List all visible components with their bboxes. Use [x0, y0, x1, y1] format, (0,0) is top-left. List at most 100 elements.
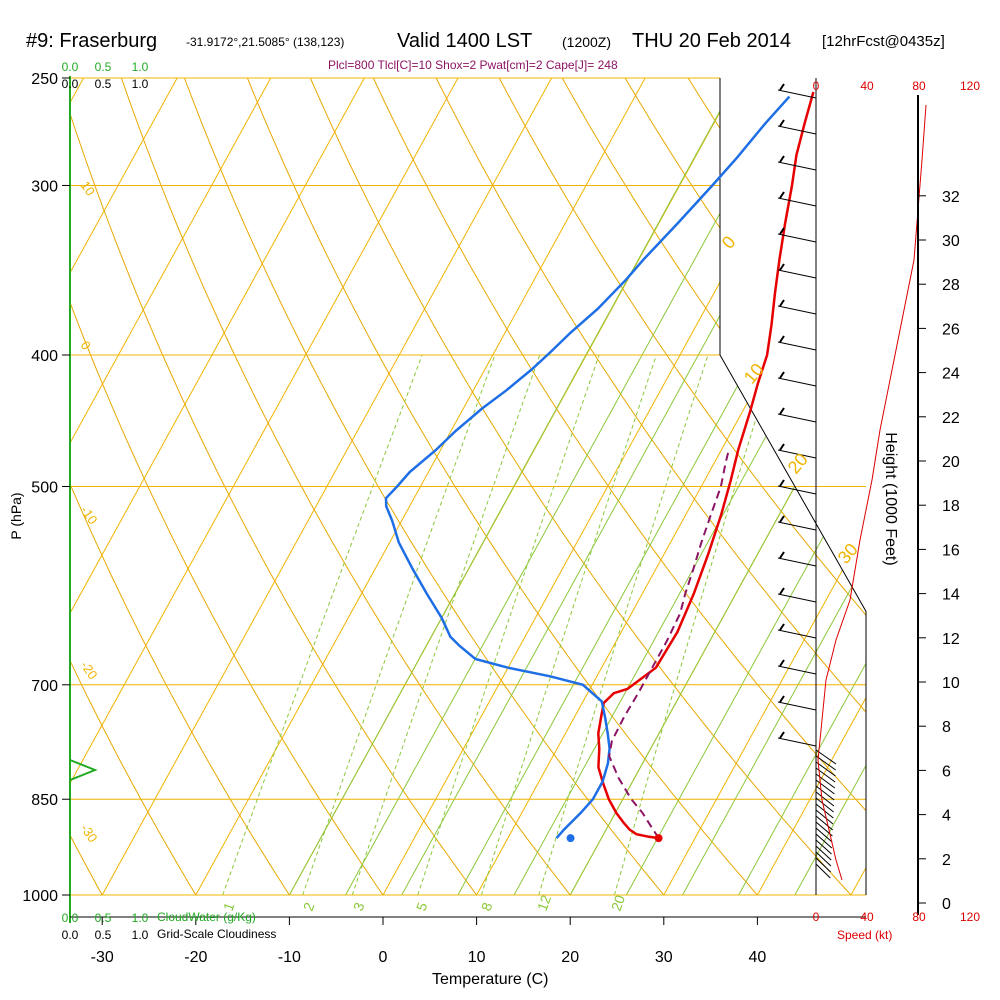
wind-barb	[815, 815, 834, 831]
wind-barb	[815, 773, 836, 789]
mixing-ratio-line	[351, 354, 541, 895]
moist-adiabat	[497, 78, 866, 895]
isotherm-label: -10	[78, 503, 101, 527]
isotherm-label: -20	[78, 658, 101, 682]
dry-adiabat-label: 30	[834, 539, 862, 567]
parcel-line	[608, 449, 730, 839]
wind-barb	[815, 839, 832, 855]
moist-adiabat	[329, 78, 866, 895]
dry-adiabat	[70, 78, 404, 895]
height-tick-label: 22	[942, 410, 960, 427]
isotherm-line	[366, 78, 866, 895]
dry-adiabat	[256, 78, 866, 895]
isotherm-label: 10	[78, 178, 99, 198]
wind-barbs	[777, 78, 927, 895]
wind-barb	[777, 593, 817, 603]
cloudiness-scale-label: 1.0	[132, 77, 149, 91]
mixing-ratio-line	[480, 354, 657, 895]
wind-barb	[777, 521, 817, 531]
wind-barb	[777, 413, 817, 423]
speed-tick-label-bottom: 80	[912, 910, 926, 924]
wind-barb	[815, 827, 833, 843]
wind-barb-flag	[779, 479, 785, 487]
x-axis-title: Temperature (C)	[432, 971, 549, 988]
cloudwater-scale-label: 0.5	[95, 911, 112, 925]
cloudiness-scale-label: 0.0	[62, 928, 79, 942]
cloudwater-scale-label: 0.0	[62, 60, 79, 74]
height-tick-label: 8	[942, 719, 951, 736]
parcel-indices: Plcl=800 Tlcl[C]=10 Shox=2 Pwat[cm]=2 Ca…	[328, 58, 618, 72]
wind-barb	[815, 863, 831, 879]
dry-adiabat	[70, 78, 499, 895]
mixing-ratio-label: 3	[350, 900, 368, 913]
cloudwater-label: CloudWater (g/Kg)	[157, 910, 256, 924]
speed-tick-label-top: 0	[813, 79, 820, 93]
wind-barb	[777, 377, 817, 387]
wind-barb	[815, 809, 834, 825]
wind-barb-flag	[779, 443, 785, 451]
pressure-tick-label: 250	[31, 71, 58, 88]
surface-temperature-marker	[654, 834, 663, 843]
speed-tick-label-bottom: 120	[960, 910, 980, 924]
pressure-tick-label: 500	[31, 480, 58, 497]
isotherm-line	[70, 78, 531, 895]
dry-adiabat	[138, 78, 689, 895]
wind-barb	[777, 89, 817, 99]
wind-barb	[777, 557, 817, 567]
height-tick-label: 32	[942, 189, 960, 206]
height-tick-label: 16	[942, 542, 960, 559]
zulu-time: (1200Z)	[562, 34, 612, 50]
mixing-ratio-label: 12	[534, 893, 554, 913]
surface-dewpoint-marker	[566, 834, 575, 843]
dry-adiabat	[315, 78, 866, 895]
speed-tick-label-top: 120	[960, 79, 980, 93]
moist-adiabat	[722, 78, 866, 895]
wind-barb	[815, 779, 835, 795]
cloudwater-marker	[69, 758, 98, 782]
dry-adiabat	[551, 78, 866, 895]
wind-barb	[815, 749, 837, 765]
isotherm-line	[647, 78, 866, 895]
dry-adiabat-label: 0	[718, 232, 740, 253]
temperature-tick-label: 10	[468, 949, 486, 966]
wind-barb-flag	[779, 191, 785, 199]
wind-barb-flag	[779, 515, 785, 523]
pressure-tick-label: 300	[31, 178, 58, 195]
wind-speed-curve	[817, 104, 927, 881]
temperature-tick-label: 30	[655, 949, 673, 966]
dry-adiabat	[966, 0, 1000, 924]
isotherm-line	[70, 78, 250, 895]
isotherm-label: -30	[78, 821, 101, 845]
forecast-label: [12hrFcst@0435z]	[822, 33, 945, 50]
height-tick-label: 14	[942, 587, 960, 604]
height-tick-label: 4	[942, 808, 951, 825]
cloudiness-scale-label: 0.0	[62, 77, 79, 91]
cloudiness-scale-label: 0.5	[95, 928, 112, 942]
wind-barb	[777, 449, 817, 459]
dry-adiabat	[70, 78, 214, 895]
isotherm-line	[460, 78, 866, 895]
height-tick-label: 28	[942, 277, 960, 294]
isotherm-line	[70, 78, 344, 895]
isotherm-label: 0	[78, 338, 94, 353]
plot-boundary	[719, 78, 867, 895]
isotherm-line	[0, 0, 62, 924]
mixing-ratio-line	[538, 354, 709, 895]
valid-time: Valid 1400 LST	[397, 30, 533, 52]
site-coords: -31.9172°,21.5085° (138,123)	[186, 35, 345, 49]
isotherm-line	[70, 78, 438, 895]
wind-barb	[815, 845, 832, 861]
wind-barb-flag	[779, 119, 785, 127]
height-tick-label: 0	[942, 896, 951, 913]
mixing-ratio-line	[613, 354, 777, 895]
temperature-tick-label: 20	[561, 949, 579, 966]
temperature-tick-label: -20	[184, 949, 207, 966]
wind-barb	[815, 785, 835, 801]
height-tick-label: 12	[942, 631, 960, 648]
chart-grid	[0, 0, 1000, 924]
isotherm-line	[179, 78, 718, 895]
wind-barb-flag	[779, 299, 785, 307]
dry-adiabat-label: 20	[784, 449, 812, 477]
isotherm-line	[273, 78, 812, 895]
